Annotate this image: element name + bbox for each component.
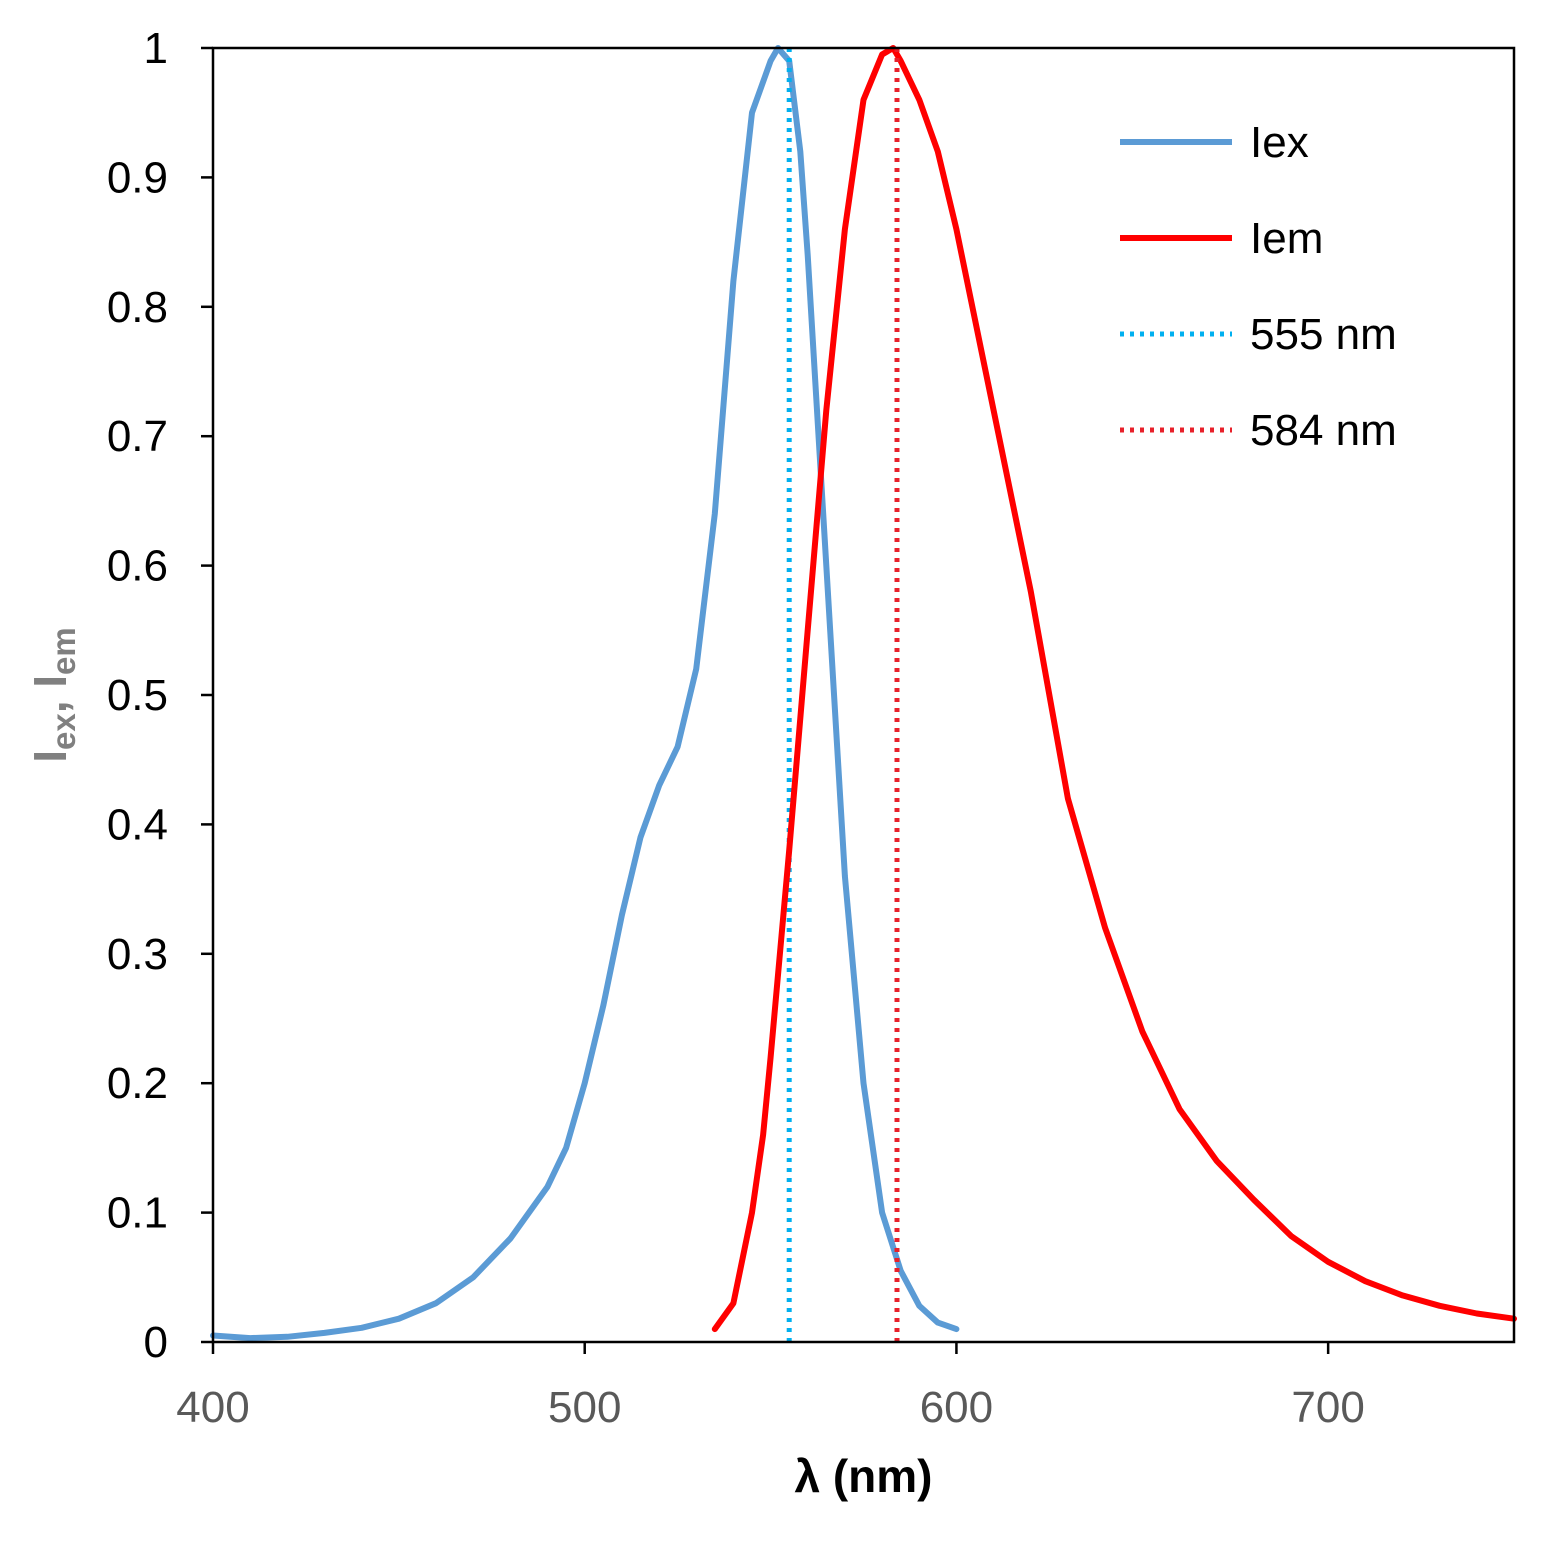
x-tick-label: 500	[548, 1383, 621, 1432]
y-tick-label: 0.4	[107, 800, 168, 849]
series-line-iem	[711, 45, 1517, 1333]
x-tick-label: 700	[1291, 1383, 1364, 1432]
legend-label-584-nm: 584 nm	[1250, 406, 1397, 455]
y-axis-title: Iex, Iem	[24, 627, 82, 763]
y-tick-label: 0.1	[107, 1189, 168, 1238]
x-tick-label: 600	[920, 1383, 993, 1432]
legend-label-iex: Iex	[1250, 118, 1309, 167]
y-tick-label: 0.5	[107, 671, 168, 720]
plot-frame	[211, 46, 1516, 1344]
y-tick-label: 0.8	[107, 283, 168, 332]
y-tick-label: 0.6	[107, 542, 168, 591]
legend-label-555-nm: 555 nm	[1250, 310, 1397, 359]
y-axis-title-sub2: em	[45, 627, 82, 675]
x-tick-label: 400	[176, 1383, 249, 1432]
y-tick-label: 0.7	[107, 412, 168, 461]
y-tick-label: 0.9	[107, 153, 168, 202]
y-tick-label: 1	[144, 24, 168, 73]
y-tick-label: 0.2	[107, 1059, 168, 1108]
legend: Iex Iem 555 nm 584 nm	[1120, 118, 1397, 455]
y-tick-layer: 0 0.1 0.2 0.3 0.4 0.5 0.6 0.7 0.8 0.9 1	[107, 24, 213, 1367]
y-axis-title-sub1: ex	[45, 713, 82, 750]
y-axis-title-sep: ,	[24, 688, 76, 714]
series-layer	[210, 45, 1517, 1342]
legend-label-iem: Iem	[1250, 214, 1323, 263]
y-axis-title-main2: I	[24, 675, 76, 688]
series-line-iex	[210, 45, 960, 1342]
y-tick-label: 0.3	[107, 930, 168, 979]
x-tick-layer: 400 500 600 700	[176, 1342, 1365, 1432]
y-tick-label: 0	[144, 1318, 168, 1367]
x-axis-title: λ (nm)	[795, 1450, 933, 1502]
y-axis-title-main1: I	[24, 750, 76, 763]
